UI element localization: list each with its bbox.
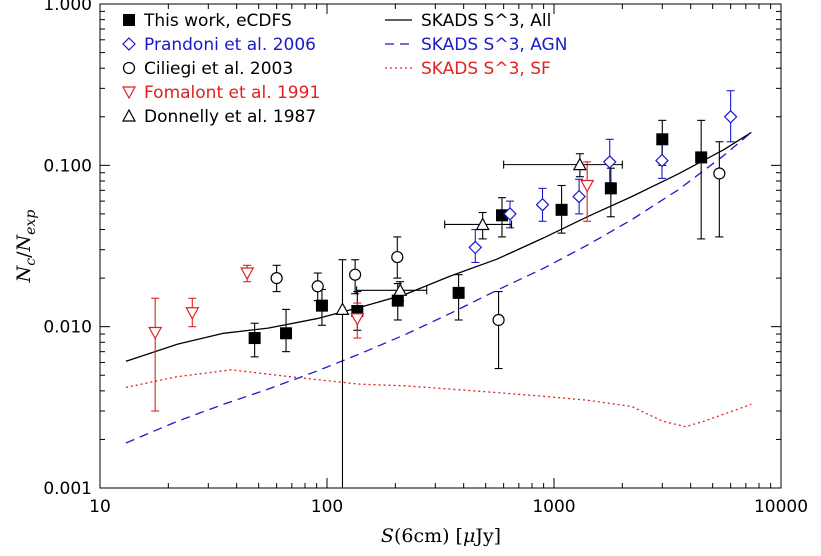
marker-triangle-down (580, 179, 595, 193)
legend-label: Prandoni et al. 2006 (144, 35, 316, 55)
x-tick-label: 1000 (532, 497, 575, 517)
marker-square (604, 182, 617, 195)
marker-circle (713, 167, 726, 180)
marker-circle (311, 280, 324, 293)
legend-label: Donnelly et al. 1987 (144, 107, 316, 127)
legend-label: SKADS S^3, SF (421, 59, 551, 79)
marker-circle (122, 61, 136, 75)
model-curves (125, 131, 752, 444)
marker-square (695, 151, 708, 164)
legend: This work, eCDFS Prandoni et al. 2006 Cili… (121, 11, 567, 127)
y-tick-label: 0.100 (43, 156, 92, 176)
legend-label: This work, eCDFS (143, 11, 292, 31)
x-tick-label: 100 (311, 497, 343, 517)
marker-diamond (503, 207, 517, 221)
marker-square (248, 332, 261, 345)
marker-circle (349, 268, 362, 281)
legend-label: SKADS S^3, AGN (421, 35, 567, 55)
marker-triangle-up (475, 217, 490, 231)
marker-circle (270, 272, 283, 285)
marker-triangle-up (121, 108, 137, 122)
y-tick-label: 0.001 (43, 479, 92, 499)
marker-triangle-down (185, 307, 200, 320)
marker-diamond (572, 189, 586, 204)
marker-diamond (122, 37, 136, 51)
marker-triangle-down (148, 326, 163, 340)
tick-labels: 10 100 1000 10000 0.001 0.010 0.100 1.000 (43, 0, 808, 517)
marker-triangle-up (335, 302, 350, 315)
curve-dotted (125, 369, 752, 428)
x-tick-label: 10 (89, 497, 111, 517)
plot-frame (99, 3, 782, 489)
marker-triangle-down (350, 313, 365, 326)
curve-dashed (125, 131, 752, 444)
marker-diamond (602, 155, 617, 169)
axis-ticks (99, 4, 781, 489)
legend-label: SKADS S^3, All (421, 11, 551, 31)
y-tick-label: 1.000 (43, 0, 92, 15)
marker-triangle-up (572, 157, 587, 171)
marker-diamond (655, 153, 669, 168)
marker-square (391, 294, 404, 307)
y-tick-label: 0.010 (43, 318, 92, 338)
marker-square (656, 133, 669, 146)
marker-square (315, 299, 328, 312)
y-axis-title: Nc/Nexp (13, 210, 39, 284)
marker-square (123, 14, 135, 26)
marker-triangle-down (240, 267, 255, 281)
data-points (148, 109, 738, 345)
marker-diamond (535, 197, 550, 212)
marker-square (280, 327, 293, 340)
legend-label: Fomalont et al. 1991 (144, 83, 320, 103)
marker-triangle-down (121, 86, 137, 100)
marker-circle (492, 313, 505, 327)
legend-label: Ciliegi et al. 2003 (144, 59, 293, 79)
marker-circle (391, 250, 404, 264)
x-axis-title: S(6cm) [μJy] (381, 525, 501, 547)
marker-triangle-up (393, 283, 408, 296)
marker-diamond (468, 240, 483, 255)
x-tick-label: 10000 (754, 497, 808, 517)
marker-square (452, 286, 465, 299)
marker-square (555, 203, 568, 216)
curve-solid (125, 131, 752, 362)
marker-diamond (723, 109, 738, 124)
